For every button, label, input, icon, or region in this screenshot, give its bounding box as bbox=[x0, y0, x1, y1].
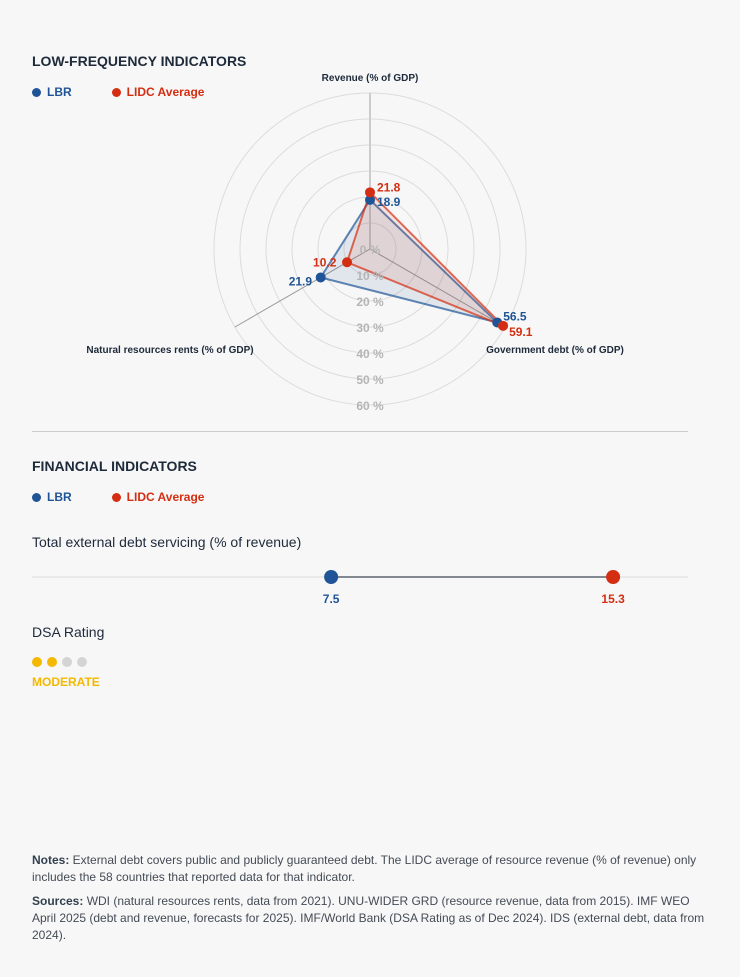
data-label: 15.3 bbox=[601, 592, 625, 606]
series-area-lidc bbox=[345, 190, 504, 327]
data-point bbox=[315, 272, 326, 283]
dsa-label: DSA Rating bbox=[32, 624, 105, 640]
axis-line bbox=[369, 248, 506, 328]
radial-tick-label: 40 % bbox=[356, 347, 384, 361]
debt-service-chart: 7.5 15.3 bbox=[32, 570, 688, 606]
data-point-lbr bbox=[324, 570, 339, 584]
data-label: 21.9 bbox=[289, 274, 313, 288]
rating-dot-icon bbox=[62, 657, 72, 667]
data-label: 59.1 bbox=[509, 325, 533, 339]
sources: Sources: WDI (natural resources rents, d… bbox=[32, 894, 705, 942]
low-frequency-title: LOW-FREQUENCY INDICATORS bbox=[32, 53, 247, 69]
dsa-rating-dots bbox=[32, 657, 87, 667]
legend-lidc[interactable]: LIDC Average bbox=[111, 85, 204, 99]
radial-tick-label: 60 % bbox=[356, 399, 384, 413]
data-label: 56.5 bbox=[503, 309, 527, 323]
lbr-dot-icon bbox=[32, 87, 41, 97]
data-point bbox=[342, 257, 353, 268]
lidc-dot-icon bbox=[111, 492, 121, 502]
legend-lidc[interactable]: LIDC Average bbox=[111, 490, 204, 504]
financial-legend: LBR LIDC Average bbox=[32, 490, 204, 504]
lidc-dot-icon bbox=[111, 87, 121, 97]
section-divider bbox=[32, 431, 688, 432]
data-label: 10.2 bbox=[313, 255, 337, 269]
axis-label-revenue: Revenue (% of GDP) bbox=[322, 73, 419, 84]
radial-tick-label: 10 % bbox=[356, 269, 384, 283]
data-label: 18.9 bbox=[377, 195, 401, 209]
data-point bbox=[365, 194, 375, 205]
data-label: 7.5 bbox=[323, 592, 340, 606]
axis-label-natural-resources: Natural resources rents (% of GDP) bbox=[86, 345, 253, 356]
dsa-rating-value: MODERATE bbox=[32, 675, 100, 689]
series-area-lbr bbox=[319, 198, 501, 325]
legend-lbr[interactable]: LBR bbox=[32, 85, 72, 99]
radial-tick-label: 50 % bbox=[356, 373, 384, 387]
axis-label-government-debt: Government debt (% of GDP) bbox=[486, 345, 624, 356]
lbr-dot-icon bbox=[32, 492, 41, 502]
data-point bbox=[498, 320, 509, 331]
rating-dot-icon bbox=[47, 657, 57, 667]
notes: Notes: External debt covers public and p… bbox=[32, 853, 697, 884]
radar-legend: LBR LIDC Average bbox=[32, 85, 204, 99]
data-label: 21.8 bbox=[377, 180, 401, 194]
radar-chart: 0 % 10 % 20 % 30 % 40 % 50 % 60 % 18.9 56.5 21.9 2… bbox=[86, 73, 624, 413]
rating-dot-icon bbox=[32, 657, 42, 667]
debt-service-label: Total external debt servicing (% of reve… bbox=[32, 534, 302, 550]
rating-dot-icon bbox=[77, 657, 87, 667]
data-point bbox=[365, 187, 375, 198]
legend-lbr[interactable]: LBR bbox=[32, 490, 72, 504]
radial-tick-label: 30 % bbox=[356, 321, 384, 335]
radial-tick-label: 0 % bbox=[360, 243, 381, 257]
radial-tick-label: 20 % bbox=[356, 295, 384, 309]
data-point-lidc bbox=[606, 570, 621, 584]
financial-title: FINANCIAL INDICATORS bbox=[32, 458, 197, 474]
